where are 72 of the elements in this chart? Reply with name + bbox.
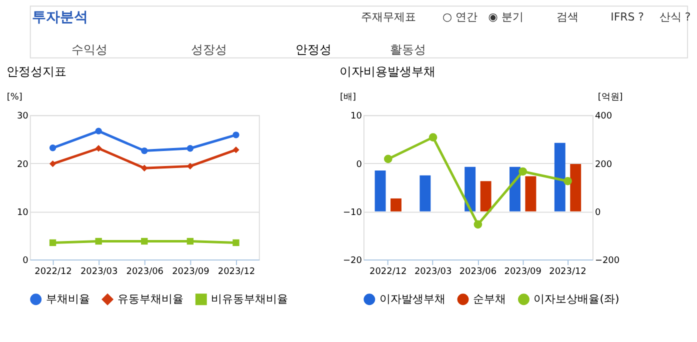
bar: [525, 176, 536, 212]
y2-axis-title: [억원]: [598, 92, 623, 103]
text: 주재무제표: [360, 10, 416, 24]
text: ◉ 분기: [488, 10, 524, 24]
legend-label: 부채비율: [46, 292, 90, 306]
y-tick-label: 10: [350, 112, 362, 122]
text: 투자분석: [32, 10, 88, 26]
point: [564, 176, 572, 186]
legend-label: 비유동부채비율: [211, 292, 288, 306]
point: [141, 238, 148, 245]
y-tick-label: 0: [22, 256, 29, 266]
y2-tick-label: 0: [594, 208, 601, 218]
point: [186, 238, 194, 245]
y-axis-title: [배]: [340, 92, 356, 103]
y2-tick-label: 400: [594, 112, 612, 122]
x-tick-label: 2023/09: [504, 266, 542, 277]
bar: [570, 164, 582, 212]
text: ○ 연간: [442, 10, 478, 24]
bar: [480, 181, 492, 212]
point: [95, 128, 102, 134]
point: [232, 146, 240, 154]
legend-label: 이자발생부채: [379, 292, 446, 306]
point: [186, 145, 194, 152]
point: [232, 132, 240, 138]
point: [384, 154, 392, 164]
point: [49, 160, 56, 168]
bar: [390, 198, 402, 212]
y-tick-label: 30: [16, 112, 29, 122]
y-tick-label: −10: [343, 208, 362, 218]
point: [49, 144, 56, 152]
point: [141, 164, 148, 172]
y2-tick-label: −200: [594, 256, 620, 266]
point: [428, 133, 438, 142]
point: [141, 147, 148, 154]
y-tick-label: −20: [343, 256, 362, 266]
x-tick-label: 2023/06: [126, 266, 164, 277]
bar: [554, 142, 566, 212]
x-tick-label: 2023/09: [172, 266, 210, 277]
x-tick-label: 2023/03: [414, 266, 452, 277]
legend-label: 순부채: [472, 292, 506, 306]
legend-label: 유동부채비율: [117, 292, 184, 306]
text: 수익성: [72, 42, 108, 56]
x-tick-label: 2023/12: [218, 266, 256, 277]
text: 성장성: [191, 42, 228, 56]
bar: [420, 175, 431, 212]
legend-label: 이자보상배율(좌): [534, 292, 620, 306]
point: [518, 167, 528, 176]
chart-title: 이자비용발생부채: [340, 64, 436, 78]
x-tick-label: 2023/12: [549, 266, 586, 277]
text: 검색: [556, 10, 579, 24]
point: [232, 239, 240, 246]
y-tick-label: 0: [356, 160, 362, 170]
text: 활동성: [390, 42, 426, 56]
x-tick-label: 2023/06: [459, 266, 497, 277]
text: 산식 ?: [659, 10, 691, 24]
point: [95, 238, 102, 245]
text: 안정성: [296, 42, 332, 56]
point: [186, 162, 194, 170]
chart-title: 안정성지표: [6, 64, 66, 78]
x-tick-label: 2022/12: [34, 266, 72, 277]
point: [49, 239, 56, 246]
y-tick-label: 10: [16, 208, 29, 218]
y-tick-label: 20: [16, 160, 29, 170]
text: IFRS ?: [610, 10, 644, 24]
y-axis-title: [%]: [6, 92, 22, 103]
y2-tick-label: 200: [594, 160, 612, 170]
x-tick-label: 2023/03: [80, 266, 118, 277]
bar: [374, 170, 386, 212]
point: [474, 220, 482, 229]
point: [95, 145, 102, 152]
bar: [464, 166, 476, 212]
x-tick-label: 2022/12: [370, 266, 407, 277]
